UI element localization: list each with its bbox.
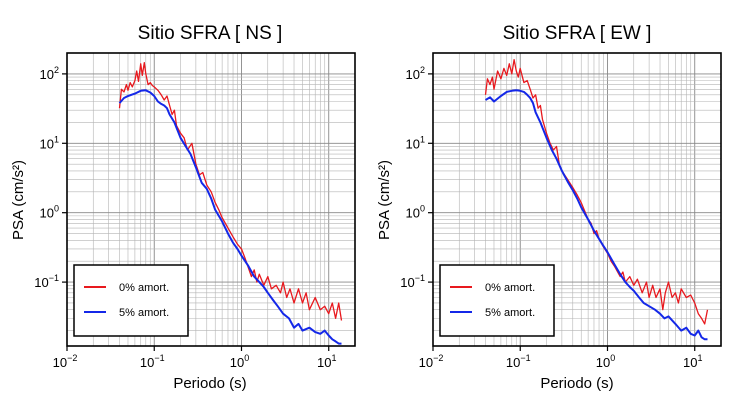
y-tick-label: 100 xyxy=(406,204,425,221)
x-tick-label: 101 xyxy=(683,353,702,370)
x-tick-label: 10−1 xyxy=(506,353,531,370)
x-tick-label: 10−2 xyxy=(53,353,78,370)
legend-label: 5% amort. xyxy=(485,307,535,319)
legend: 0% amort. 5% amort. xyxy=(73,264,189,337)
y-tick-label: 10−1 xyxy=(400,273,425,290)
y-tick-label: 10−1 xyxy=(34,273,59,290)
y-tick-label: 101 xyxy=(406,134,425,151)
x-tick-label: 100 xyxy=(230,353,249,370)
legend-label: 0% amort. xyxy=(485,282,535,294)
y-tick-label: 102 xyxy=(40,65,59,82)
x-axis-label: Periodo (s) xyxy=(173,375,246,392)
chart-title: Sitio SFRA [ EW ] xyxy=(503,23,652,44)
x-tick-label: 10−1 xyxy=(140,353,165,370)
series-line-amort-0 xyxy=(118,62,343,321)
y-tick-label: 101 xyxy=(40,134,59,151)
panel-ns: Sitio SFRA [ NS ] Periodo (s) PSA (cm/s²… xyxy=(10,23,356,392)
legend-label: 5% amort. xyxy=(119,307,169,319)
chart-title: Sitio SFRA [ NS ] xyxy=(138,23,283,44)
y-axis-label: PSA (cm/s²) xyxy=(10,160,27,240)
x-tick-label: 101 xyxy=(317,353,336,370)
y-tick-label: 100 xyxy=(40,204,59,221)
legend: 0% amort. 5% amort. xyxy=(439,264,555,337)
y-axis-label: PSA (cm/s²) xyxy=(376,160,393,240)
legend-box xyxy=(73,264,189,337)
plot-area: 10−2 10−1 100 101 10−1 100 101 102 0% amort. 5% a… xyxy=(34,52,356,370)
y-tick-label: 102 xyxy=(406,65,425,82)
plot-area: 10−2 10−1 100 101 10−1 100 101 102 0% amort. 5% a… xyxy=(400,52,722,370)
x-tick-label: 100 xyxy=(596,353,615,370)
legend-label: 0% amort. xyxy=(119,282,169,294)
x-tick-label: 10−2 xyxy=(419,353,444,370)
panel-ew: Sitio SFRA [ EW ] Periodo (s) PSA (cm/s²… xyxy=(376,23,722,392)
plot-frame xyxy=(432,52,722,347)
legend-box xyxy=(439,264,555,337)
x-axis-label: Periodo (s) xyxy=(540,375,613,392)
grid xyxy=(66,52,356,346)
series-line-amort-5 xyxy=(118,89,342,345)
series-line-amort-5 xyxy=(484,89,708,341)
plot-frame xyxy=(66,52,356,347)
